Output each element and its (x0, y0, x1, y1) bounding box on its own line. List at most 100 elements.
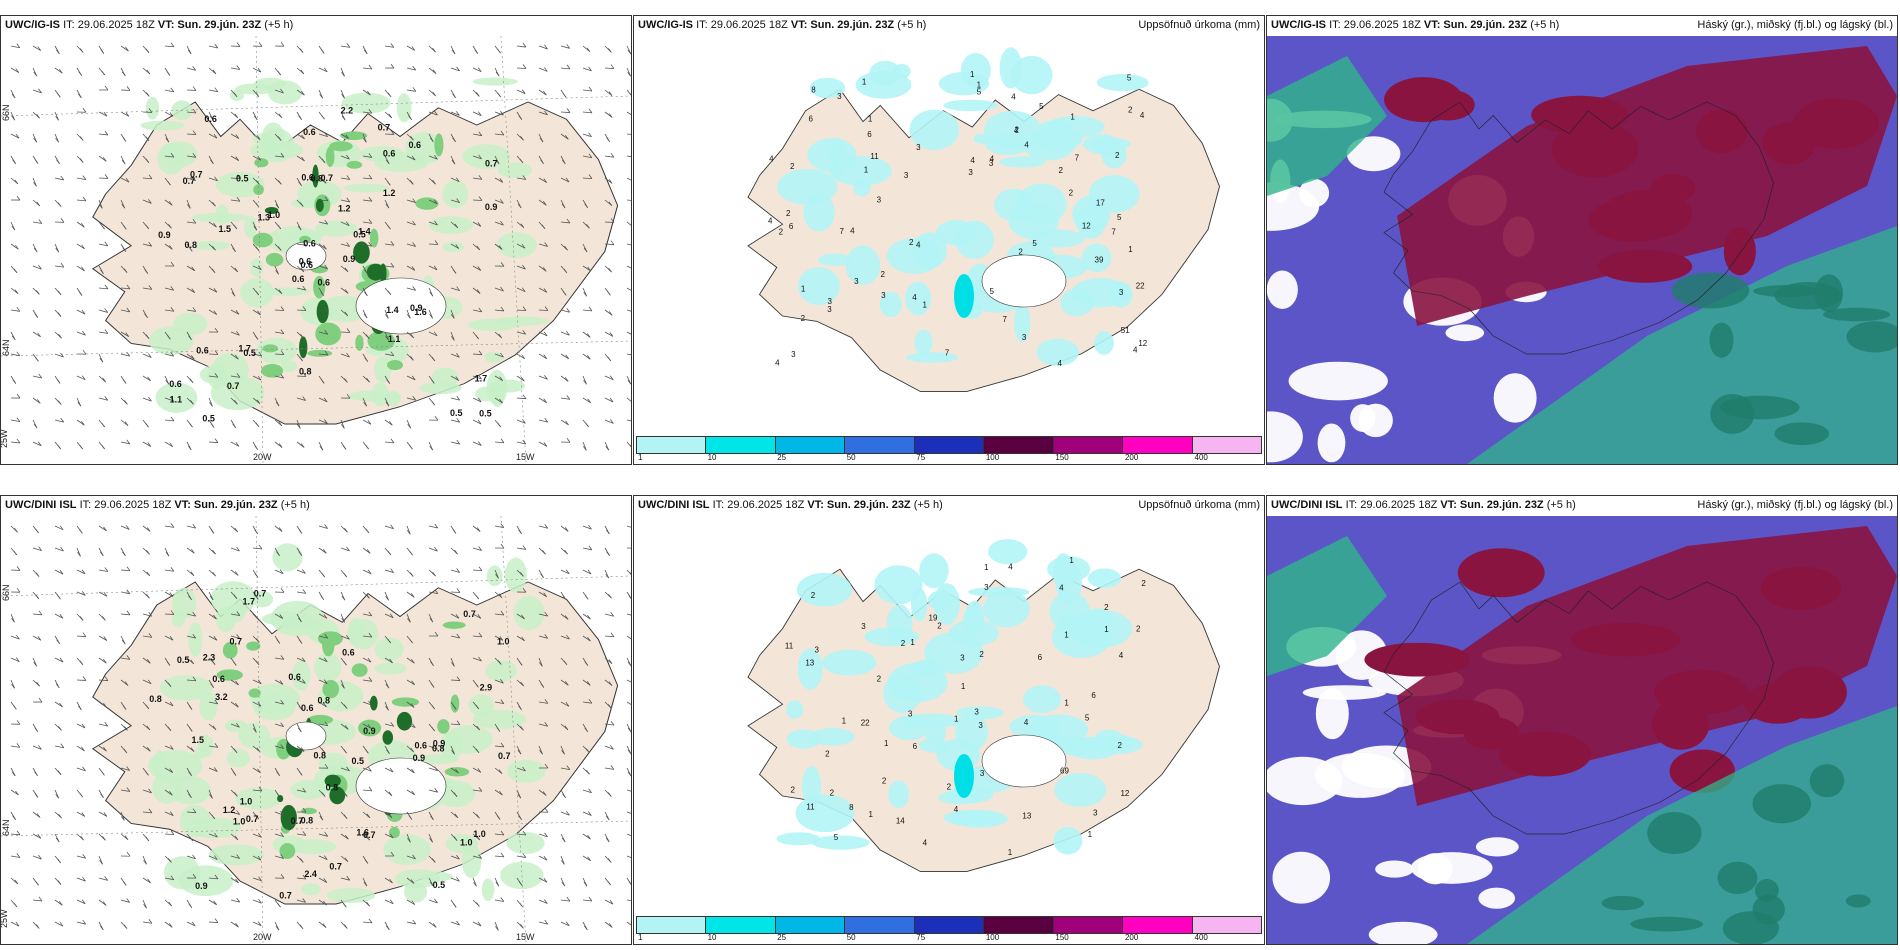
accum-value-label: 2 (877, 675, 882, 684)
accum-value-label: 1 (970, 70, 975, 79)
accum-value-label: 51 (1121, 326, 1130, 335)
accum-precip-map-panel: UWC/IG-IS IT: 29.06.2025 18Z VT: Sun. 29… (633, 15, 1265, 465)
accum-value-label: 1 (923, 300, 928, 309)
accum-value-label: 2 (1128, 105, 1133, 114)
accum-value-label: 3 (791, 350, 796, 359)
precip-values: 0.60.50.61.70.70.60.80.51.00.90.70.60.50… (149, 589, 510, 901)
precip-value-label: 1.4 (358, 227, 371, 237)
precip-value-label: 0.9 (485, 202, 498, 212)
lead-time: (+5 h) (1546, 499, 1576, 511)
colorbar-cell (1123, 437, 1193, 453)
accum-value-label: 4 (768, 217, 773, 226)
precip-value-label: 0.7 (463, 609, 476, 619)
precip-value-label: 1.0 (240, 797, 253, 807)
lat-label: 66N (1, 104, 11, 121)
accum-value-label: 4 (1119, 651, 1124, 660)
panel-title: Háský (gr.), miðský (fj.bl.) og lágský (… (1697, 19, 1893, 31)
accum-value-label: 2 (882, 777, 887, 786)
precip-value-label: 0.7 (254, 589, 267, 599)
lead-time: (+5 h) (897, 19, 927, 31)
accum-value-label: 2 (1014, 125, 1019, 134)
colorbar-labels: 1 10 25 50 75 100 150 200 400 (636, 453, 1262, 463)
accum-value-label: 7 (1002, 315, 1007, 324)
accum-value-label: 3 (984, 583, 989, 592)
accum-value-label: 4 (912, 293, 917, 302)
precip-values: 0.60.70.60.60.50.50.70.70.60.90.60.50.80… (158, 106, 497, 424)
map-area[interactable]: 1 1 2 2 2 1 3 2 1 2 4 4 6 2 2 1 2 2 3 2 1 1 5 6 4 2 1 3 5 3 4 2 1 4 3 3 4 19 2… (634, 516, 1264, 914)
precip-value-label: 1.0 (460, 838, 473, 848)
accum-value-label: 4 (1059, 584, 1064, 593)
accum-value-label: 4 (769, 155, 774, 164)
colorbar-label: 50 (846, 453, 856, 462)
accum-value-label: 4 (1140, 111, 1145, 120)
colorbar-label: 25 (777, 453, 787, 462)
accum-value-label: 2 (779, 227, 784, 236)
model-name: UWC/IG-IS (638, 19, 693, 31)
panel-header: UWC/IG-IS IT: 29.06.2025 18Z VT: Sun. 29… (1, 16, 631, 36)
accum-value-label: 4 (970, 156, 975, 165)
precip-value-label: 2.2 (341, 106, 354, 116)
accum-value-label: 2 (909, 238, 914, 247)
accum-value-label: 4 (850, 227, 855, 236)
accum-value-label: 2 (811, 591, 816, 600)
precip-value-label: 0.9 (158, 230, 171, 240)
colorbar-label: 200 (1124, 453, 1139, 462)
lon-label: 20W (253, 452, 272, 462)
precip-value-label: 0.8 (310, 174, 323, 184)
valid-time: VT: Sun. 29.jún. 23Z (1440, 499, 1544, 511)
colorbar-cell (984, 917, 1054, 933)
accum-value-label: 2 (801, 314, 806, 323)
map-area[interactable] (1267, 516, 1897, 944)
precip-value-label: 0.6 (342, 647, 355, 657)
accum-value-label: 1 (842, 716, 847, 725)
accum-value-label: 2 (830, 788, 835, 797)
accum-value-label: 2 (1104, 603, 1109, 612)
precip-value-label: 0.6 (212, 674, 225, 684)
accum-value-label: 3 (837, 92, 842, 101)
accum-value-label: 3 (968, 168, 973, 177)
accum-value-label: 6 (1091, 691, 1096, 700)
colorbar-cell (845, 437, 915, 453)
colorbar-label: 100 (985, 453, 1000, 462)
cloud-cover-map-panel: UWC/DINI ISL IT: 29.06.2025 18Z VT: Sun.… (1266, 495, 1898, 945)
precip-value-label: 0.6 (288, 672, 301, 682)
precip-value-label: 0.6 (204, 114, 217, 124)
precip-value-label: 0.5 (450, 408, 463, 418)
precip-value-label: 0.5 (479, 408, 492, 418)
high-cloud-field (1364, 526, 1897, 806)
accum-value-label: 1 (1064, 631, 1069, 640)
valid-time: VT: Sun. 29.jún. 23Z (790, 19, 895, 31)
high-cloud-field (1384, 46, 1897, 326)
accum-value-label: 3 (904, 171, 909, 180)
map-area[interactable]: 66N 64N 25W 20W 15W 0.6 0.5 0.6 1.7 0.7 0.6 0.8 0.5 1… (1, 516, 631, 944)
precip-value-label: 0.6 (303, 127, 316, 137)
colorbar-cell (1192, 437, 1261, 453)
accum-value-label: 3 (854, 277, 859, 286)
map-area[interactable] (1267, 36, 1897, 464)
accum-value-label: 17 (1096, 199, 1105, 208)
panel-header: UWC/DINI ISL IT: 29.06.2025 18Z VT: Sun.… (634, 496, 1264, 516)
accum-value-label: 5 (977, 87, 982, 96)
precip-value-label: 0.9 (343, 254, 356, 264)
precip-value-label: 0.7 (320, 173, 333, 183)
colorbar-cell (984, 437, 1054, 453)
accum-value-label: 4 (1008, 562, 1013, 571)
accum-value-label: 2 (979, 650, 984, 659)
precip-value-label: 0.9 (363, 726, 376, 736)
accum-value-label: 6 (1038, 653, 1043, 662)
accum-value-label: 4 (1024, 141, 1029, 150)
precip-value-label: 0.6 (415, 740, 428, 750)
accum-value-label: 1 (1008, 848, 1013, 857)
colorbar-cell (914, 437, 985, 453)
precip-value-label: 1.6 (356, 828, 369, 838)
accum-value-label: 4 (1014, 126, 1019, 135)
colorbar-label: 75 (916, 453, 926, 462)
accum-value-label: 14 (896, 816, 905, 825)
map-area[interactable]: 66N 64N 25W 20W 15W 0.6 0.7 0.6 0.6 0.5 0.5 0.7 0.7 0… (1, 36, 631, 464)
precip-value-label: 0.8 (317, 696, 330, 706)
colorbar-labels: 1 10 25 50 75 100 150 200 400 (636, 933, 1262, 943)
accum-value-label: 1 (884, 739, 889, 748)
accum-value-label: 11 (785, 642, 794, 651)
accum-value-label: 8 (849, 803, 854, 812)
